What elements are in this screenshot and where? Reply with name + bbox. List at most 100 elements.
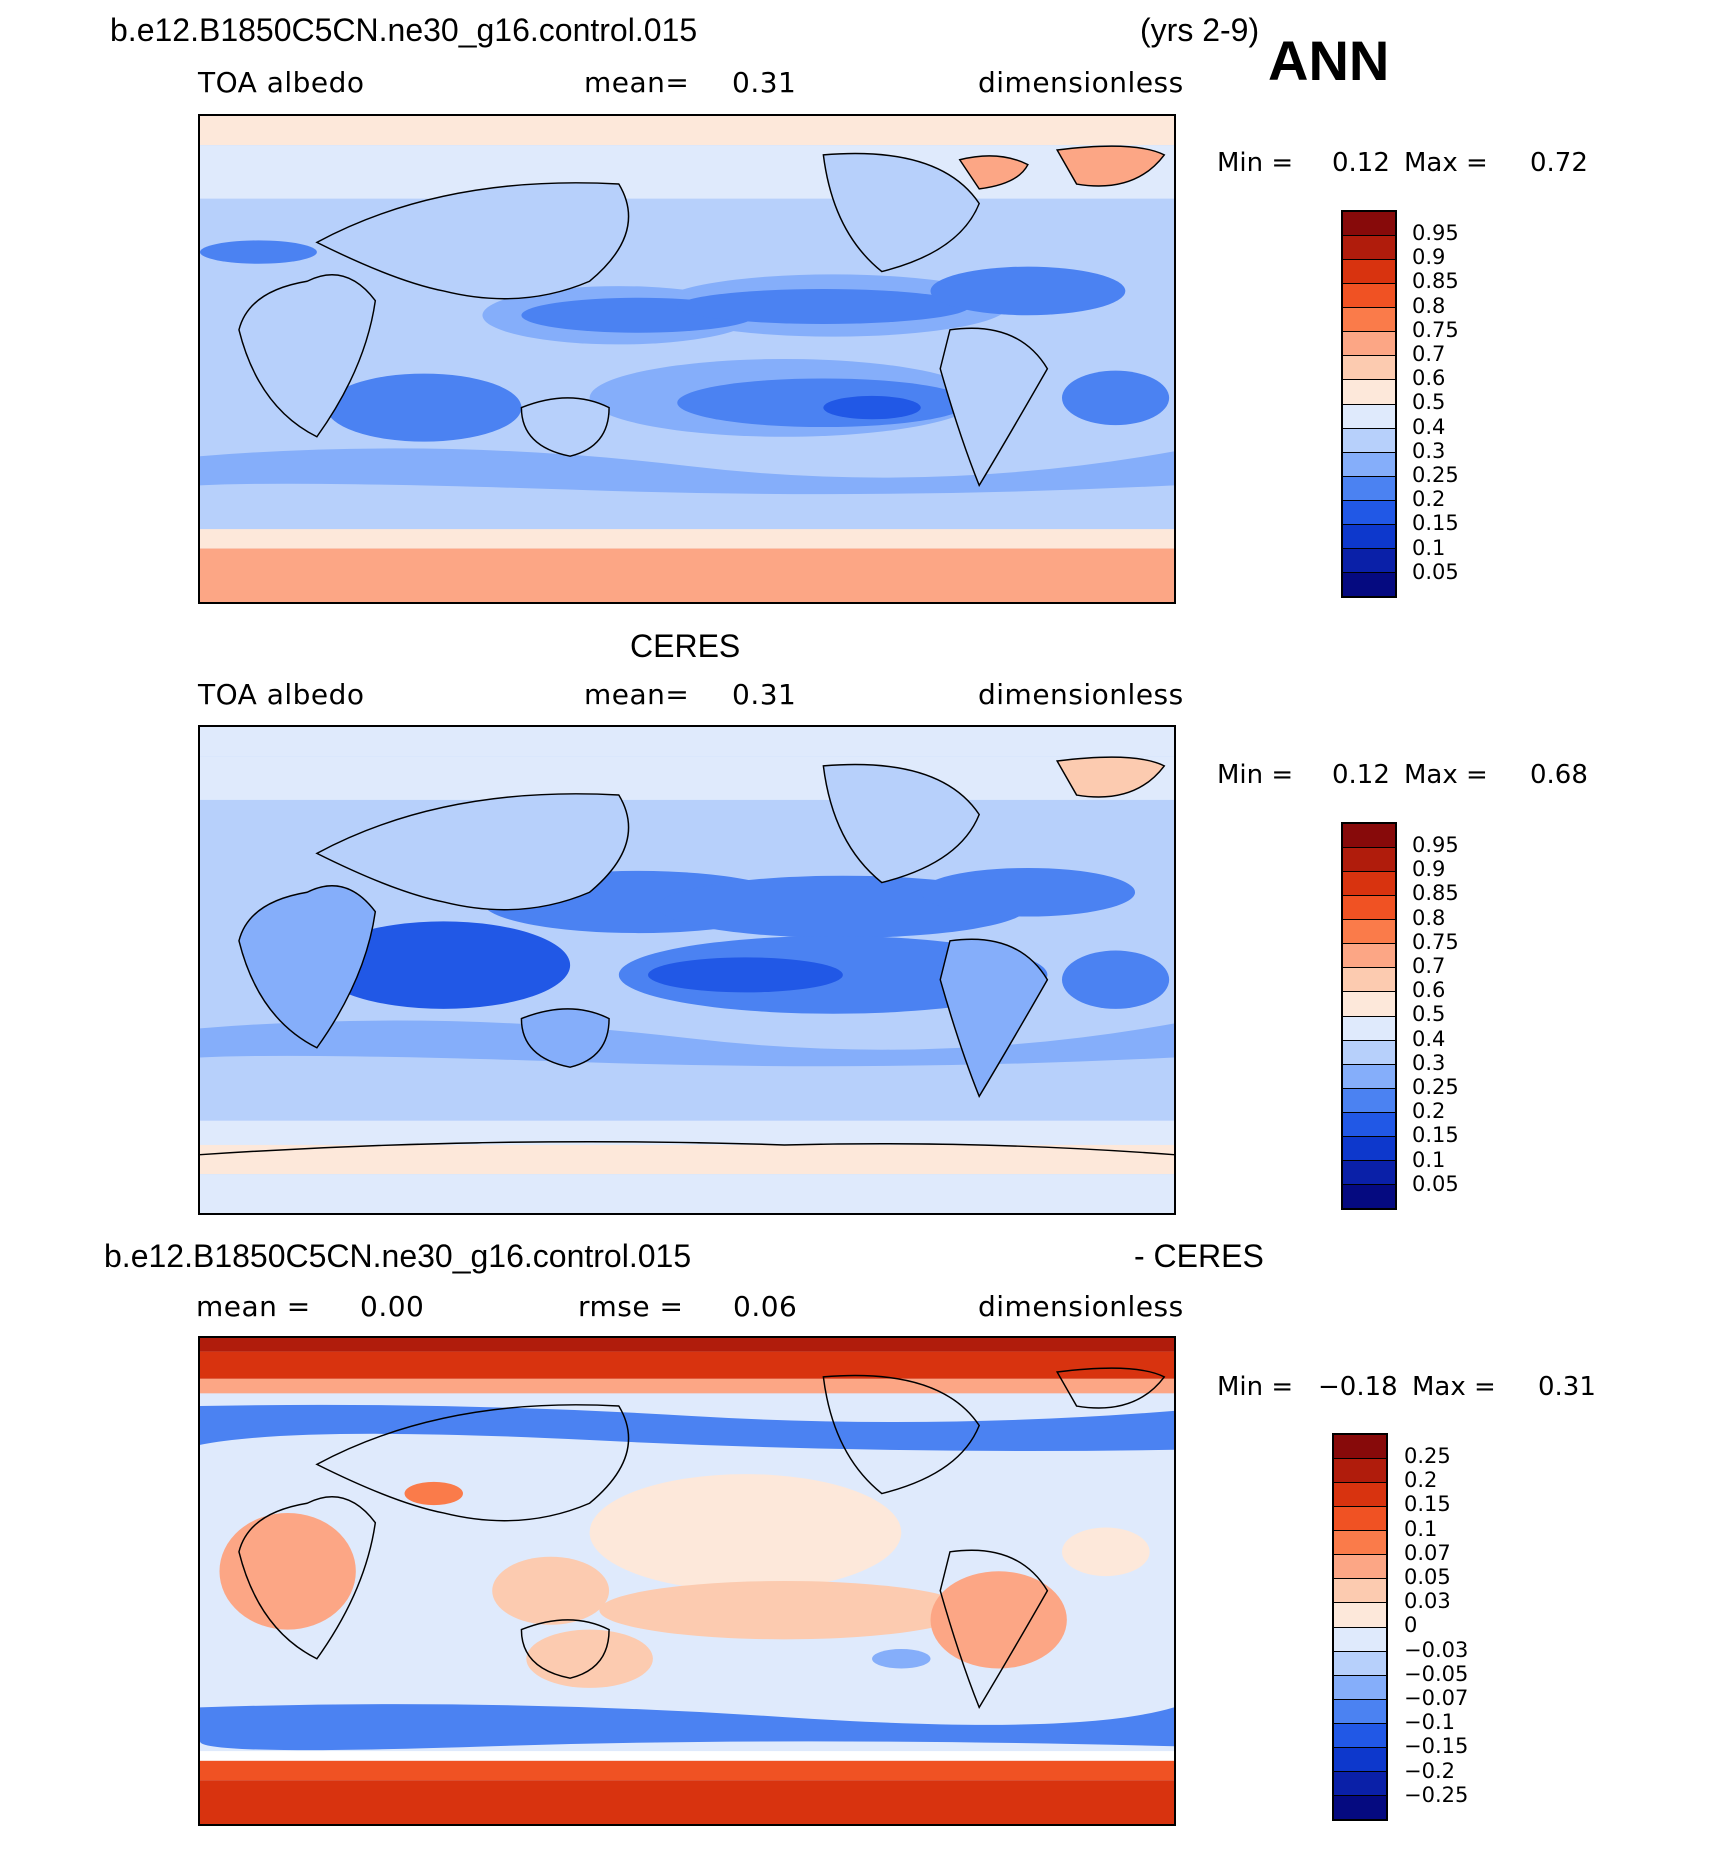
colorbar-tick-label: −0.07 <box>1404 1686 1469 1711</box>
panel-model-map <box>198 114 1176 604</box>
colorbar-tick-label: −0.15 <box>1404 1734 1469 1759</box>
season-label: ANN <box>1268 29 1390 92</box>
panel-diff-map <box>198 1336 1176 1826</box>
colorbar-tick-label: 0.9 <box>1412 245 1446 270</box>
colorbar-tick-label: 0.25 <box>1404 1444 1451 1468</box>
panel-diff-min-label: Min = <box>1217 1372 1294 1402</box>
panel-obs-max-label: Max = <box>1404 760 1488 790</box>
colorbar-tick-label: 0.9 <box>1412 857 1446 882</box>
colorbar-tick-label: 0.8 <box>1412 905 1446 930</box>
colorbar-swatch <box>1334 1603 1386 1628</box>
colorbar-tick-label: 0.3 <box>1412 1050 1446 1075</box>
colorbar-tick-label: 0.07 <box>1404 1540 1451 1565</box>
colorbar-tick-label: 0.2 <box>1412 1099 1446 1124</box>
colorbar-swatch <box>1343 404 1395 429</box>
colorbar-swatch <box>1343 968 1395 993</box>
colorbar-swatch <box>1343 236 1395 261</box>
colorbar-tick-label: 0.1 <box>1412 1147 1446 1172</box>
colorbar-swatch <box>1343 284 1395 309</box>
panel-model-max-label: Max = <box>1404 148 1488 178</box>
panel-model-colorbar-labels: 0.95 0.9 0.85 0.8 0.75 0.7 0.6 0.5 0.4 0.3 0.25 0.2… <box>1412 223 1459 583</box>
colorbar-tick-label: 0.6 <box>1412 366 1446 391</box>
panel-model-mean-label: mean= <box>584 66 690 99</box>
colorbar-tick-label: 0.1 <box>1412 535 1446 560</box>
colorbar-swatch <box>1334 1531 1386 1556</box>
colorbar-tick-label: 0.7 <box>1412 342 1446 367</box>
colorbar-swatch <box>1343 380 1395 405</box>
colorbar-tick-label: 0.7 <box>1412 954 1446 979</box>
colorbar-swatch <box>1343 476 1395 501</box>
colorbar-swatch <box>1343 428 1395 453</box>
colorbar-tick-label: 0 <box>1404 1613 1418 1638</box>
panel-model-mean-value: 0.31 <box>732 66 797 99</box>
colorbar-tick-label: 0.2 <box>1404 1468 1438 1493</box>
colorbar-swatch <box>1343 944 1395 969</box>
colorbar-swatch <box>1334 1483 1386 1508</box>
colorbar-swatch <box>1343 308 1395 333</box>
panel-diff-mean-label: mean = <box>196 1290 311 1323</box>
colorbar-swatch <box>1343 212 1395 237</box>
panel-diff-rmse-label: rmse = <box>578 1290 684 1323</box>
colorbar-tick-label: 0.5 <box>1412 390 1446 415</box>
colorbar-swatch <box>1343 1184 1395 1208</box>
colorbar-tick-label: 0.95 <box>1412 221 1459 245</box>
panel-obs-colorbar-labels: 0.95 0.9 0.85 0.8 0.75 0.7 0.6 0.5 0.4 0.3 0.25 0.2… <box>1412 835 1459 1195</box>
panel-diff-mean-value: 0.00 <box>360 1290 425 1323</box>
colorbar-tick-label: 0.15 <box>1412 1123 1459 1148</box>
colorbar-tick-label: 0.8 <box>1412 293 1446 318</box>
colorbar-swatch <box>1343 824 1395 849</box>
colorbar-tick-label: 0.1 <box>1404 1516 1438 1541</box>
panel-model-min-value: 0.12 <box>1332 148 1390 178</box>
colorbar-tick-label: 0.85 <box>1412 881 1459 906</box>
colorbar-tick-label: 0.03 <box>1404 1589 1451 1614</box>
colorbar-swatch <box>1334 1771 1386 1796</box>
colorbar-swatch <box>1334 1459 1386 1484</box>
colorbar-swatch <box>1343 992 1395 1017</box>
panel-obs-mean-value: 0.31 <box>732 678 797 711</box>
panel-diff-rmse-value: 0.06 <box>733 1290 798 1323</box>
panel-obs-units: dimensionless <box>978 678 1184 711</box>
colorbar-swatch <box>1343 1064 1395 1089</box>
panel-diff-title-suffix: - CERES <box>1134 1238 1264 1274</box>
colorbar-swatch <box>1343 872 1395 897</box>
colorbar-swatch <box>1334 1435 1386 1460</box>
panel-model-colorbar <box>1341 210 1397 598</box>
panel-diff-colorbar <box>1332 1433 1388 1821</box>
colorbar-swatch <box>1334 1723 1386 1748</box>
colorbar-tick-label: 0.95 <box>1412 833 1459 857</box>
panel-model-variable: TOA albedo <box>198 66 365 99</box>
colorbar-swatch <box>1334 1507 1386 1532</box>
colorbar-swatch <box>1343 848 1395 873</box>
panel-obs-variable: TOA albedo <box>198 678 365 711</box>
colorbar-tick-label: −0.25 <box>1404 1782 1469 1807</box>
colorbar-tick-label: −0.05 <box>1404 1661 1469 1686</box>
case-title: b.e12.B1850C5CN.ne30_g16.control.015 <box>110 12 698 48</box>
colorbar-swatch <box>1343 896 1395 921</box>
panel-model-min-label: Min = <box>1217 148 1294 178</box>
colorbar-tick-label: 0.4 <box>1412 414 1446 439</box>
years-label: (yrs 2-9) <box>1140 12 1260 48</box>
colorbar-tick-label: 0.85 <box>1412 269 1459 294</box>
colorbar-swatch <box>1343 452 1395 477</box>
panel-diff-title: b.e12.B1850C5CN.ne30_g16.control.015 <box>104 1238 692 1274</box>
colorbar-swatch <box>1343 1160 1395 1185</box>
colorbar-tick-label: 0.5 <box>1412 1002 1446 1027</box>
panel-obs-mean-label: mean= <box>584 678 690 711</box>
colorbar-swatch <box>1334 1699 1386 1724</box>
colorbar-swatch <box>1343 260 1395 285</box>
colorbar-swatch <box>1334 1675 1386 1700</box>
panel-obs-colorbar <box>1341 822 1397 1210</box>
colorbar-tick-label: 0.6 <box>1412 978 1446 1003</box>
colorbar-tick-label: 0.4 <box>1412 1026 1446 1051</box>
colorbar-swatch <box>1343 500 1395 525</box>
panel-obs-map <box>198 725 1176 1215</box>
colorbar-swatch <box>1343 1040 1395 1065</box>
panel-obs-title: CERES <box>630 628 741 664</box>
colorbar-tick-label: 0.15 <box>1412 511 1459 536</box>
colorbar-tick-label: 0.2 <box>1412 487 1446 512</box>
panel-diff-colorbar-labels: 0.25 0.2 0.15 0.1 0.07 0.05 0.03 0 −0.03 −0.05 −0.… <box>1404 1446 1468 1806</box>
colorbar-swatch <box>1343 1088 1395 1113</box>
colorbar-tick-label: 0.15 <box>1404 1492 1451 1517</box>
colorbar-swatch <box>1334 1795 1386 1819</box>
colorbar-swatch <box>1343 524 1395 549</box>
